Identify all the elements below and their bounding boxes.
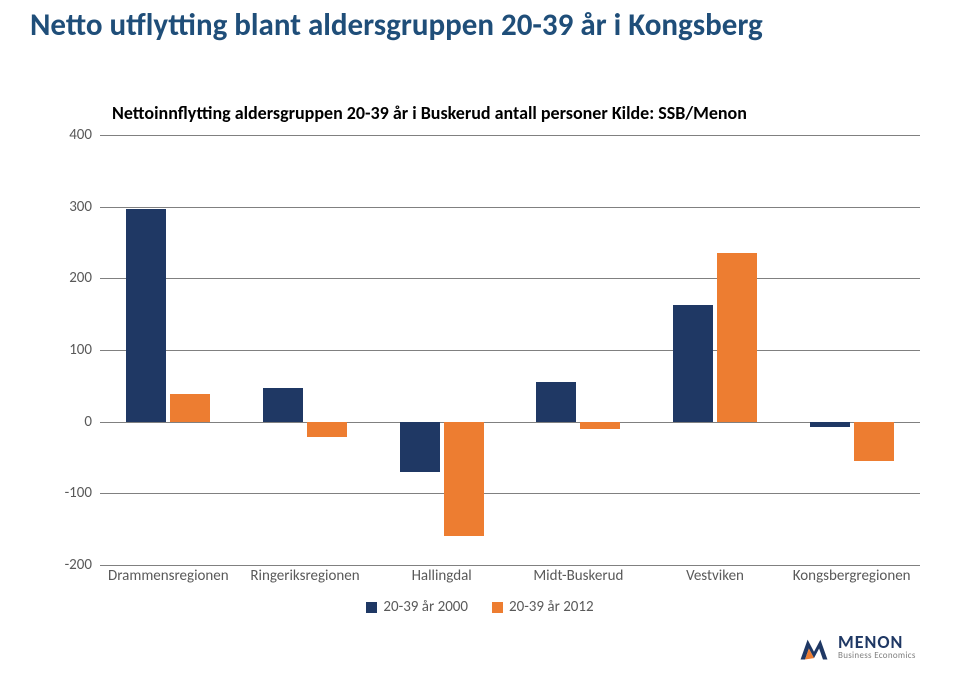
legend-label: 20-39 år 2012	[509, 598, 594, 616]
gridline	[100, 278, 920, 279]
x-tick-label: Midt-Buskerud	[533, 567, 623, 585]
x-tick-label: Hallingdal	[412, 567, 472, 585]
y-tick-label: 200	[42, 269, 92, 287]
y-tick-label: 0	[42, 413, 92, 431]
bar	[307, 422, 347, 438]
gridline	[100, 493, 920, 494]
plot-area	[100, 135, 920, 565]
chart: 20-39 år 2000 20-39 år 2012 -200 -100 0 100 2…	[40, 135, 920, 615]
bar	[854, 422, 894, 461]
legend-item: 20-39 år 2000	[366, 598, 468, 616]
x-tick-label: Ringeriksregionen	[250, 567, 359, 585]
y-tick-label: 300	[42, 198, 92, 216]
logo-mark-icon	[798, 630, 830, 662]
gridline	[100, 350, 920, 351]
bar	[580, 422, 620, 429]
legend: 20-39 år 2000 20-39 år 2012	[40, 597, 920, 616]
bar	[126, 209, 166, 422]
legend-swatch	[366, 602, 377, 613]
bar	[810, 422, 850, 427]
y-tick-label: 100	[42, 341, 92, 359]
logo: MENON Business Economics	[798, 625, 938, 667]
legend-label: 20-39 år 2000	[383, 598, 468, 616]
y-tick-label: -100	[42, 484, 92, 502]
bar	[673, 305, 713, 422]
bar	[536, 382, 576, 421]
chart-title: Nettoinnflytting aldersgruppen 20-39 år …	[112, 102, 932, 124]
bar	[717, 253, 757, 421]
x-tick-label: Vestviken	[686, 567, 744, 585]
bar	[263, 388, 303, 422]
gridline	[100, 207, 920, 208]
bar	[400, 422, 440, 472]
logo-text-sub: Business Economics	[838, 651, 916, 660]
logo-text-main: MENON	[838, 633, 916, 651]
y-tick-label: 400	[42, 126, 92, 144]
bar	[170, 394, 210, 421]
gridline	[100, 422, 920, 423]
legend-swatch	[492, 602, 503, 613]
gridline	[100, 135, 920, 136]
page-title: Netto utflytting blant aldersgruppen 20-…	[30, 6, 830, 45]
x-tick-label: Kongsbergregionen	[793, 567, 911, 585]
x-tick-label: Drammensregionen	[108, 567, 229, 585]
legend-item: 20-39 år 2012	[492, 598, 594, 616]
bar	[444, 422, 484, 537]
y-tick-label: -200	[42, 556, 92, 574]
gridline	[100, 565, 920, 566]
